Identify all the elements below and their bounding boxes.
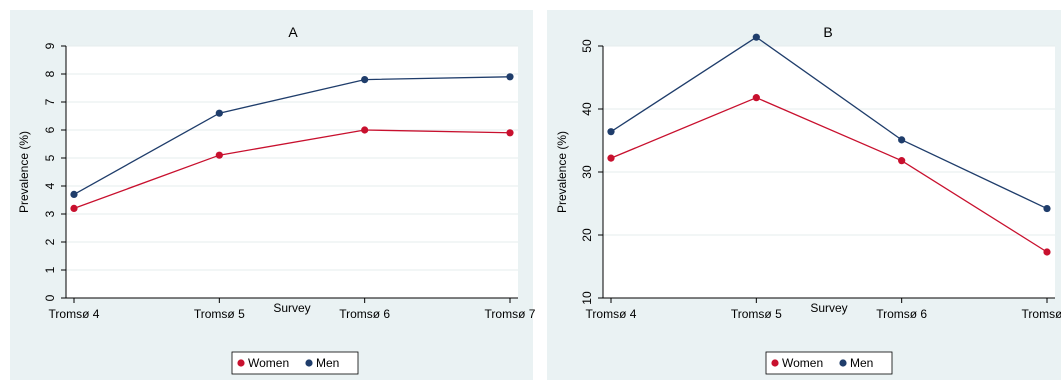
data-point-men <box>215 109 223 117</box>
data-point-men <box>607 128 615 136</box>
legend-box <box>765 351 893 375</box>
y-tick-label: 0 <box>43 294 57 301</box>
y-axis-title: Prevalence (%) <box>17 131 31 213</box>
data-point-women <box>215 151 223 159</box>
y-tick-label: 6 <box>43 126 57 133</box>
y-tick-label: 9 <box>43 42 57 49</box>
data-point-men <box>506 73 514 81</box>
data-point-men <box>752 33 760 41</box>
plot-area <box>66 46 518 298</box>
data-point-men <box>898 136 906 144</box>
y-tick-label: 8 <box>43 70 57 77</box>
x-tick-label: Tromsø 7 <box>1022 307 1061 321</box>
legend: Women Men <box>765 351 893 375</box>
legend-label-men: Men <box>850 356 873 370</box>
legend: Women Men <box>231 351 359 375</box>
y-axis-title: Prevalence (%) <box>555 131 569 213</box>
legend-marker-men <box>305 359 313 367</box>
x-tick-label: Tromsø 7 <box>485 307 536 321</box>
y-tick-label: 50 <box>580 39 594 53</box>
data-point-women <box>1043 248 1051 256</box>
legend-marker-women <box>771 359 779 367</box>
legend-marker-men <box>839 359 847 367</box>
y-tick-label: 40 <box>580 102 594 116</box>
legend-label-women: Women <box>782 356 823 370</box>
x-tick-label: Tromsø 4 <box>586 307 637 321</box>
legend-label-men: Men <box>316 356 339 370</box>
legend-marker-women <box>237 359 245 367</box>
y-tick-label: 7 <box>43 98 57 105</box>
data-point-men <box>70 190 78 198</box>
panel-title: B <box>823 24 832 40</box>
data-point-men <box>1043 204 1051 213</box>
series-line-men <box>73 76 511 195</box>
series-line-women <box>73 129 511 210</box>
x-tick-label: Tromsø 6 <box>339 307 390 321</box>
legend-box <box>231 351 359 375</box>
x-axis-title: Survey <box>273 301 310 315</box>
data-point-women <box>506 129 514 137</box>
data-point-women <box>607 154 615 162</box>
data-point-women <box>752 94 760 102</box>
y-tick-label: 3 <box>43 210 57 217</box>
series-line-men <box>610 36 1048 210</box>
y-tick-label: 5 <box>43 154 57 161</box>
x-tick-label: Tromsø 5 <box>194 307 245 321</box>
panel-title: A <box>288 24 298 40</box>
data-point-women <box>361 126 369 134</box>
x-tick-label: Tromsø 6 <box>876 307 927 321</box>
x-tick-label: Tromsø 4 <box>49 307 100 321</box>
chart-panel-b: 10 20 30 40 50 Tromsø 4 Tromsø 5 Tromsø 6 Tromsø… <box>547 10 1061 380</box>
x-tick-label: Tromsø 5 <box>731 307 782 321</box>
y-tick-label: 20 <box>580 228 594 242</box>
chart-panel-a: 0 1 2 3 4 5 6 7 8 9 Tromsø 4 Tromsø 5 Tromsø 6 Tromsø… <box>10 10 536 380</box>
series-line-women <box>610 96 1048 253</box>
y-tick-label: 1 <box>43 266 57 273</box>
data-point-men <box>361 76 369 84</box>
y-tick-label: 2 <box>43 238 57 245</box>
data-point-women <box>70 204 78 212</box>
y-tick-label: 10 <box>580 291 594 305</box>
data-point-women <box>898 157 906 165</box>
y-tick-label: 30 <box>580 165 594 179</box>
y-tick-label: 4 <box>43 182 57 189</box>
legend-label-women: Women <box>248 356 289 370</box>
x-axis-title: Survey <box>810 301 847 315</box>
